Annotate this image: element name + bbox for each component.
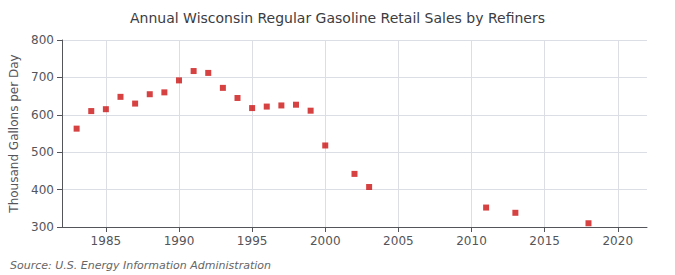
svg-text:Annual Wisconsin Regular Gasol: Annual Wisconsin Regular Gasoline Retail… xyxy=(130,10,545,26)
svg-text:500: 500 xyxy=(31,145,54,159)
svg-text:Thousand Gallons per Day: Thousand Gallons per Day xyxy=(7,54,21,213)
svg-text:2015: 2015 xyxy=(529,234,560,248)
svg-text:2020: 2020 xyxy=(602,234,633,248)
svg-text:2010: 2010 xyxy=(456,234,487,248)
svg-text:2000: 2000 xyxy=(310,234,341,248)
svg-text:300: 300 xyxy=(31,220,54,234)
svg-text:1985: 1985 xyxy=(91,234,122,248)
svg-text:Source: U.S. Energy Informatio: Source: U.S. Energy Information Administ… xyxy=(10,259,271,272)
svg-text:2005: 2005 xyxy=(383,234,414,248)
svg-text:1990: 1990 xyxy=(164,234,195,248)
svg-text:1995: 1995 xyxy=(237,234,268,248)
svg-text:700: 700 xyxy=(31,70,54,84)
svg-text:800: 800 xyxy=(31,33,54,47)
svg-text:600: 600 xyxy=(31,108,54,122)
svg-text:400: 400 xyxy=(31,183,54,197)
